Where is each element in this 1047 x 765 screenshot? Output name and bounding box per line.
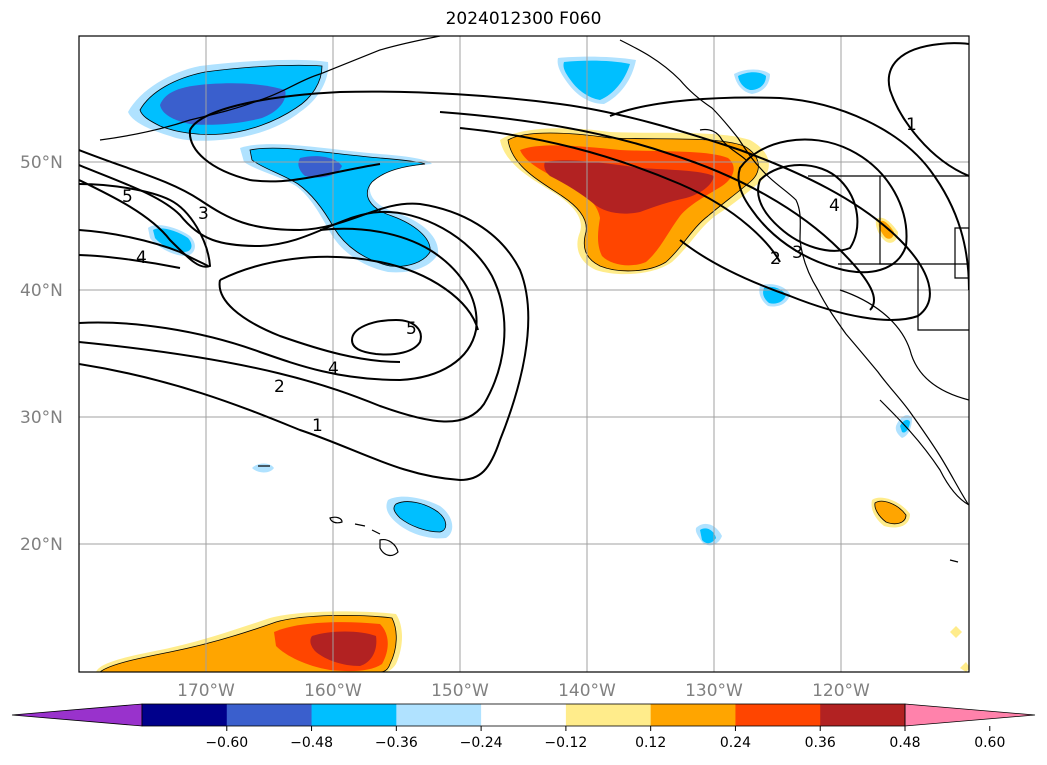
contour-label: 3 xyxy=(792,243,803,263)
contour-label: 5 xyxy=(406,319,417,339)
colorbar-segment xyxy=(311,704,397,726)
lon-label: 170°W xyxy=(177,681,235,701)
anomaly-outlines xyxy=(99,64,907,672)
colorbar-tick-label: −0.48 xyxy=(290,735,333,751)
contour-label: 4 xyxy=(136,248,147,268)
coastlines xyxy=(99,36,969,563)
lon-label: 140°W xyxy=(558,681,616,701)
colorbar-tick-label: 0.24 xyxy=(720,735,751,751)
colorbar-segment xyxy=(481,704,567,726)
contour-label: 2 xyxy=(274,377,285,397)
contour-label: 4 xyxy=(328,359,339,379)
colorbar-tick-label: −0.60 xyxy=(205,735,248,751)
contour-label: 2 xyxy=(770,249,781,269)
colorbar: −0.60 −0.48 −0.36 −0.24 −0.12 0.12 0.24 0.36 0.4… xyxy=(11,703,1036,751)
latitude-labels: 50°N 40°N 30°N 20°N xyxy=(20,153,63,555)
colorbar-extend-min xyxy=(11,703,143,727)
colorbar-tick-label: 0.36 xyxy=(805,735,836,751)
colorbar-tick-label: 0.60 xyxy=(974,735,1005,751)
lon-label: 120°W xyxy=(812,681,870,701)
colorbar-segment xyxy=(820,704,906,726)
graticule xyxy=(79,36,969,672)
longitude-labels: 170°W 160°W 150°W 140°W 130°W 120°W xyxy=(177,681,870,701)
colorbar-tick-label: −0.12 xyxy=(544,735,587,751)
colorbar-tick-label: −0.36 xyxy=(375,735,418,751)
map-title: 2024012300 F060 xyxy=(445,9,602,29)
colorbar-segment xyxy=(142,704,228,726)
contour-label: 5 xyxy=(122,187,133,207)
colorbar-segment xyxy=(565,704,652,726)
contour-lines xyxy=(79,42,969,482)
lat-label: 50°N xyxy=(20,153,63,173)
colorbar-segment xyxy=(735,704,821,726)
lat-label: 40°N xyxy=(20,281,63,301)
contour-label: 1 xyxy=(906,115,917,135)
colorbar-frame xyxy=(141,703,906,727)
colorbar-tick-label: −0.24 xyxy=(460,735,503,751)
colorbar-tick-label: 0.12 xyxy=(635,735,666,751)
lon-label: 160°W xyxy=(304,681,362,701)
colorbar-tick-label: 0.48 xyxy=(889,735,920,751)
lat-label: 30°N xyxy=(20,408,63,428)
contour-label: 4 xyxy=(829,196,840,216)
colorbar-segment xyxy=(226,704,313,726)
lon-label: 130°W xyxy=(685,681,743,701)
contour-label: 1 xyxy=(312,416,323,436)
colorbar-segment xyxy=(396,704,482,726)
lon-label: 150°W xyxy=(431,681,489,701)
plot-frame xyxy=(78,35,970,673)
map-plot-area: 5 3 4 5 4 2 1 4 3 2 1 xyxy=(79,36,969,672)
lat-label: 20°N xyxy=(20,535,63,555)
colorbar-segment xyxy=(650,704,736,726)
contour-label: 3 xyxy=(198,204,209,224)
contour-label-group: 5 3 4 5 4 2 1 4 3 2 1 xyxy=(122,115,917,436)
colorbar-extend-max xyxy=(904,703,1036,727)
